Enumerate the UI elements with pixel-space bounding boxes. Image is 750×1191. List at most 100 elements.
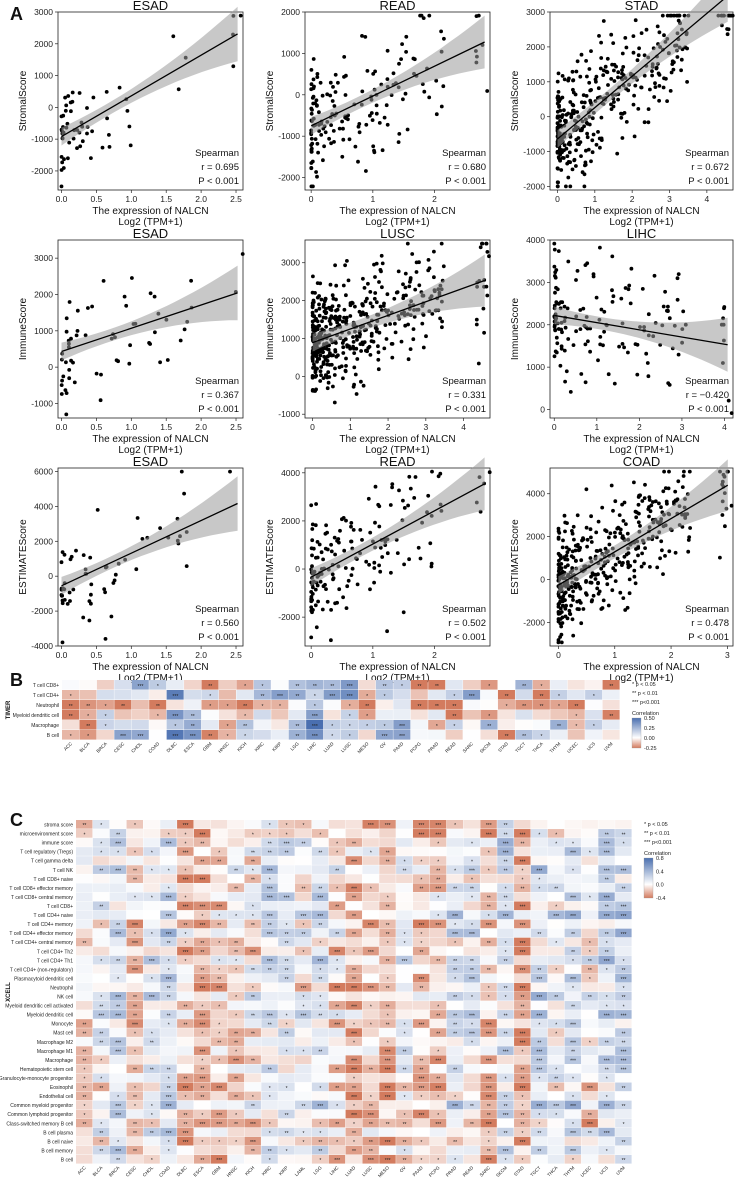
significance-mark: * — [168, 1140, 170, 1146]
heatmap-cell — [278, 1118, 295, 1128]
heatmap-cell — [564, 901, 582, 911]
data-point — [408, 486, 413, 491]
legend-tick-label: 0.25 — [644, 726, 655, 732]
heatmap-cell — [412, 901, 430, 911]
heatmap-cell — [379, 838, 396, 847]
heatmap-cell — [278, 847, 295, 856]
data-point — [596, 86, 601, 91]
data-point — [60, 601, 65, 606]
significance-mark: ** — [403, 1068, 407, 1074]
heatmap-cell — [261, 1136, 278, 1146]
stat-r-value: r = 0.672 — [691, 162, 729, 173]
significance-mark: * — [302, 1131, 304, 1137]
significance-mark: * — [555, 1068, 557, 1074]
data-point — [67, 140, 72, 145]
data-point — [351, 384, 356, 389]
heatmap-cell — [143, 1073, 160, 1083]
significance-mark: ** — [133, 1068, 137, 1074]
heatmap-cell — [615, 1019, 632, 1028]
significance-mark: *** — [385, 1095, 391, 1101]
heatmap-cell — [177, 1064, 194, 1074]
significance-mark: *** — [570, 914, 576, 920]
heatmap-cell — [193, 955, 211, 965]
heatmap-cell — [463, 856, 480, 865]
significance-mark: * — [252, 986, 254, 992]
significance-mark: *** — [132, 1022, 138, 1028]
y-tick-label: 1000 — [34, 326, 53, 336]
significance-mark: ** — [504, 1031, 508, 1037]
data-point — [68, 599, 72, 603]
heatmap-cell — [463, 1109, 480, 1119]
data-point — [315, 359, 319, 364]
heatmap-cell — [184, 710, 202, 720]
significance-mark: *** — [284, 896, 290, 902]
data-point — [578, 308, 583, 312]
data-point — [343, 320, 348, 324]
significance-mark: * — [185, 1095, 187, 1101]
heatmap-cell — [379, 829, 396, 838]
significance-mark: * — [555, 841, 557, 847]
heatmap-cell — [497, 1064, 514, 1074]
data-point — [422, 89, 427, 94]
significance-mark: *** — [435, 823, 441, 829]
heatmap-cell — [564, 838, 582, 847]
heatmap-cell — [96, 680, 114, 690]
data-point — [377, 524, 382, 529]
data-point — [583, 380, 588, 385]
heatmap-cell — [345, 1010, 363, 1019]
significance-mark: ** — [554, 995, 558, 1001]
data-point — [397, 61, 401, 66]
data-point — [633, 18, 638, 23]
data-point — [474, 322, 479, 327]
heatmap-cell — [143, 1091, 160, 1101]
heatmap-row-label: Neutrophil — [36, 703, 59, 709]
significance-mark: ** — [335, 1122, 339, 1128]
significance-mark: *** — [351, 1068, 357, 1074]
significance-mark: ** — [605, 878, 609, 884]
heatmap-cell — [96, 700, 114, 710]
data-point — [325, 355, 330, 359]
data-point — [621, 65, 626, 69]
significance-mark: ** — [133, 869, 137, 875]
data-point — [571, 108, 575, 113]
data-point — [571, 598, 575, 602]
significance-mark: *** — [199, 1077, 205, 1083]
significance-mark: ** — [605, 932, 609, 938]
data-point — [374, 111, 379, 116]
significance-mark: ** — [522, 704, 526, 710]
heatmap-cell — [446, 838, 464, 847]
heatmap-cell — [480, 973, 497, 983]
data-point — [581, 105, 586, 110]
heatmap-cell — [445, 720, 463, 730]
data-point — [623, 36, 628, 40]
heatmap-cell — [306, 690, 324, 700]
data-point — [320, 327, 324, 332]
heatmap-row-label: Common lymphoid progenitor — [7, 1112, 73, 1118]
heatmap-cell — [463, 820, 480, 829]
data-point — [582, 184, 587, 189]
heatmap-col-label: PCPG — [409, 741, 422, 754]
data-point — [85, 106, 89, 110]
data-point — [128, 343, 133, 348]
heatmap-cell — [615, 1109, 632, 1119]
data-point — [361, 276, 365, 281]
heatmap-cell — [210, 865, 228, 874]
significance-mark: * — [83, 1113, 85, 1119]
significance-mark: * — [218, 968, 220, 974]
heatmap-cell — [615, 874, 632, 883]
significance-mark: * — [252, 832, 254, 838]
heatmap-cell — [564, 874, 582, 883]
heatmap-cell — [244, 1073, 261, 1083]
significance-mark: ** — [487, 941, 491, 947]
data-point — [322, 354, 327, 359]
heatmap-cell — [396, 1100, 413, 1110]
stat-p-value: P < 0.001 — [688, 404, 729, 415]
data-point — [613, 530, 617, 535]
significance-mark: ** — [251, 850, 255, 856]
significance-mark: ** — [609, 714, 613, 720]
data-point — [616, 97, 620, 102]
heatmap-cell — [143, 910, 160, 920]
data-point — [101, 279, 106, 283]
data-point — [647, 498, 652, 502]
significance-mark: * — [623, 1004, 625, 1010]
